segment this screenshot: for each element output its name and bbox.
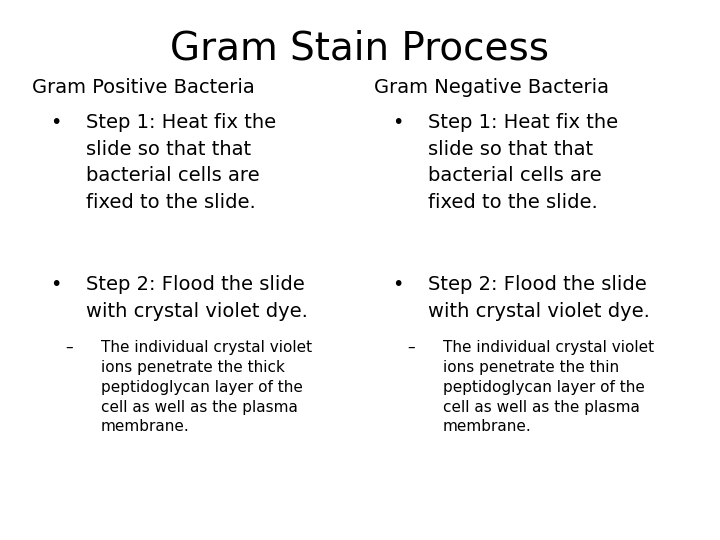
Text: The individual crystal violet
ions penetrate the thick
peptidoglycan layer of th: The individual crystal violet ions penet… bbox=[101, 340, 312, 434]
Text: Gram Stain Process: Gram Stain Process bbox=[171, 30, 549, 68]
Text: Gram Positive Bacteria: Gram Positive Bacteria bbox=[32, 78, 255, 97]
Text: •: • bbox=[50, 275, 62, 294]
Text: Step 1: Heat fix the
slide so that that
bacterial cells are
fixed to the slide.: Step 1: Heat fix the slide so that that … bbox=[86, 113, 276, 212]
Text: •: • bbox=[392, 113, 404, 132]
Text: •: • bbox=[50, 113, 62, 132]
Text: Step 2: Flood the slide
with crystal violet dye.: Step 2: Flood the slide with crystal vio… bbox=[86, 275, 308, 321]
Text: Gram Negative Bacteria: Gram Negative Bacteria bbox=[374, 78, 609, 97]
Text: Step 1: Heat fix the
slide so that that
bacterial cells are
fixed to the slide.: Step 1: Heat fix the slide so that that … bbox=[428, 113, 618, 212]
Text: Step 2: Flood the slide
with crystal violet dye.: Step 2: Flood the slide with crystal vio… bbox=[428, 275, 650, 321]
Text: –: – bbox=[407, 340, 415, 355]
Text: –: – bbox=[65, 340, 73, 355]
Text: The individual crystal violet
ions penetrate the thin
peptidoglycan layer of the: The individual crystal violet ions penet… bbox=[443, 340, 654, 434]
Text: •: • bbox=[392, 275, 404, 294]
